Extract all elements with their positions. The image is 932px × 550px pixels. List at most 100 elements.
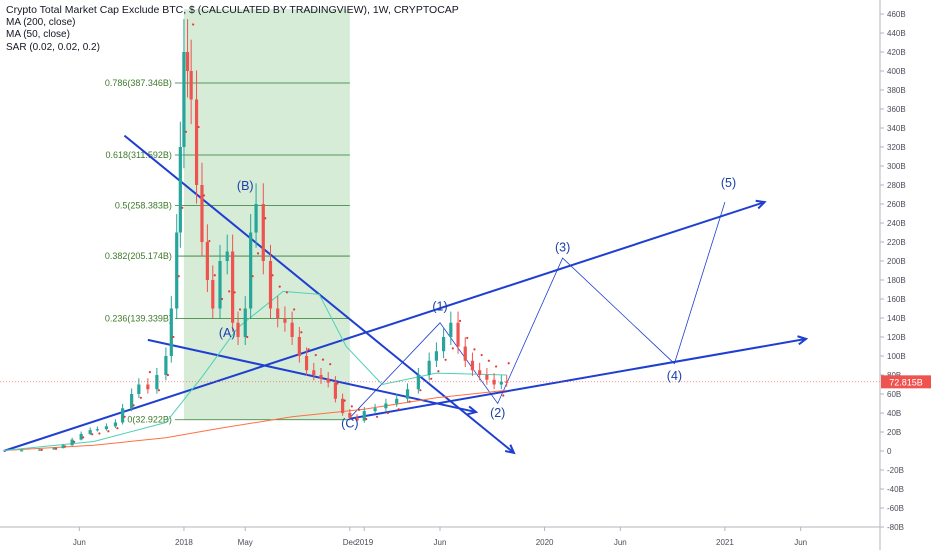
sar-dot (251, 275, 254, 278)
sar-dot (238, 308, 242, 311)
x-tick-label: May (238, 538, 253, 547)
trendline-layer (3, 134, 809, 455)
candle-body (442, 337, 446, 352)
ma50-line (3, 290, 507, 451)
ma200-line (3, 389, 507, 451)
sar-dot (107, 430, 110, 433)
sar-dot (278, 285, 281, 288)
sar-dot (293, 308, 296, 311)
candle-body (189, 71, 193, 100)
sar-dot (480, 353, 483, 357)
candle-body (121, 408, 125, 423)
candle-body (348, 413, 352, 418)
y-tick-label: 100B (887, 352, 906, 361)
candle-body (261, 204, 265, 261)
candle-body (268, 261, 273, 309)
sar-dot (197, 125, 200, 129)
sar-dot (73, 440, 76, 443)
wave-label: (3) (555, 241, 570, 255)
sar-dot (408, 400, 411, 403)
candle-body (297, 337, 301, 356)
y-tick-label: 200B (887, 257, 906, 266)
sar-dot (336, 382, 339, 385)
fib-zone (183, 9, 350, 420)
candle-body (52, 448, 56, 450)
candle-body (290, 322, 294, 337)
sar-dot (228, 290, 231, 293)
sar-dot (300, 331, 303, 334)
candle-body (276, 308, 280, 318)
candle-body (236, 322, 240, 337)
sar-dot (329, 363, 332, 366)
fib-level-label: 0.236(139.339B) (105, 314, 172, 324)
candle-body (95, 429, 99, 431)
candle-body (254, 204, 258, 233)
fib-level-label: 0(32.922B) (127, 415, 172, 425)
sar-dot (208, 239, 211, 243)
x-tick-label: Dec (343, 538, 357, 547)
sar-dot (192, 23, 195, 26)
candle-body (178, 147, 182, 233)
candle-body (434, 351, 438, 361)
sar-dot (82, 436, 85, 439)
candle-body (231, 251, 235, 323)
sar-dot (350, 405, 353, 408)
candle-body (449, 322, 453, 337)
sar-dot (166, 373, 170, 377)
sar-dot (213, 274, 216, 277)
wave-projection-path (349, 201, 726, 419)
y-tick-label: 20B (887, 428, 901, 437)
candle-body (20, 450, 24, 452)
sar-dot (307, 348, 310, 351)
y-tick-label: 260B (887, 200, 906, 209)
y-tick-label: 140B (887, 314, 906, 323)
trendline (3, 201, 765, 452)
y-tick-label: 400B (887, 67, 906, 76)
wave-label: (C) (341, 416, 358, 430)
candle-body (456, 322, 460, 347)
sar-dot (397, 408, 400, 411)
candle-body (225, 251, 229, 261)
x-tick-label: 2018 (175, 538, 193, 547)
y-tick-label: 300B (887, 162, 906, 171)
y-tick-label: 380B (887, 86, 906, 95)
wave-label: (B) (237, 179, 254, 193)
sar-dot (437, 370, 440, 373)
sar-dot (458, 319, 462, 322)
y-tick-label: 160B (887, 295, 906, 304)
fib-level-label: 0.382(205.174B) (105, 251, 172, 261)
y-tick-label: 360B (887, 105, 906, 114)
sar-dot (444, 358, 447, 361)
candle-body (485, 375, 489, 380)
candle-body (218, 261, 222, 309)
fibonacci-layer: 0.786(387.346B) 0.618(311.592B) 0.5(258.38… (105, 9, 350, 425)
sar-dot (494, 365, 498, 368)
candle-body (175, 232, 179, 309)
candle-body (38, 449, 42, 451)
wave-label: (1) (432, 299, 447, 313)
legend-title: Crypto Total Market Cap Exclude BTC, $ (… (6, 4, 459, 16)
sar-dot (54, 447, 58, 450)
wave-label: (2) (490, 406, 505, 420)
y-tick-label: -40B (887, 485, 904, 494)
sar-dot (466, 336, 469, 340)
candle-body (405, 389, 410, 399)
candle-body (205, 242, 209, 280)
x-tick-label: Jun (794, 538, 807, 547)
candle-body (319, 375, 323, 379)
candle-body (88, 430, 92, 434)
sar-dot (285, 291, 289, 294)
y-tick-label: 340B (887, 124, 906, 133)
candle-body (463, 346, 467, 361)
legend-sar: SAR (0.02, 0.02, 0.2) (6, 41, 100, 53)
candle-body (182, 52, 186, 147)
fib-level-label: 0.5(258.383B) (115, 201, 172, 211)
sar-dot (419, 389, 422, 392)
sar-dot (487, 359, 490, 362)
candle-body (373, 408, 377, 412)
candle-body (79, 433, 83, 440)
candle-body (137, 384, 141, 394)
y-tick-label: 280B (887, 181, 906, 190)
candle-body (492, 379, 496, 385)
